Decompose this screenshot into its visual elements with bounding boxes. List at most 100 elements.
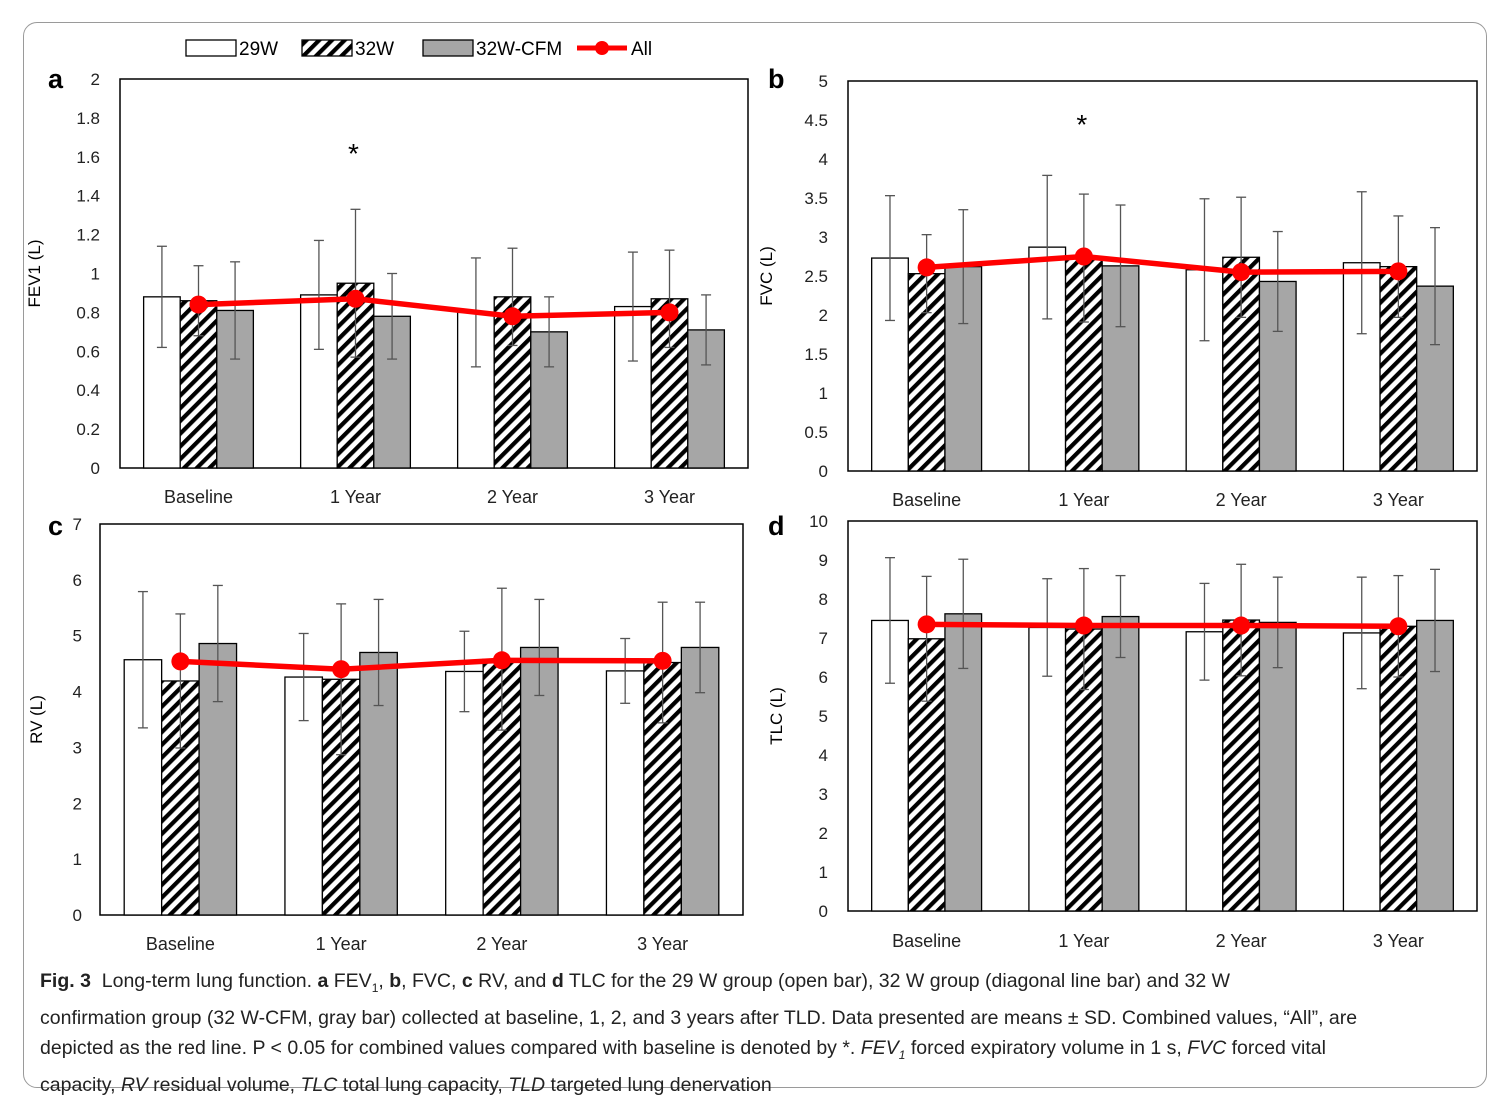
- legend: 29W 32W 32W-CFM All: [185, 39, 652, 60]
- x-tick-label: 3 Year: [1373, 931, 1424, 951]
- x-tick-label: 3 Year: [637, 934, 688, 954]
- legend-label: 29W: [239, 39, 278, 60]
- y-tick-label: 1: [819, 384, 828, 403]
- marker-all: [189, 295, 208, 314]
- legend-label: 32W: [355, 39, 394, 60]
- caption-capacity: capacity,: [40, 1073, 116, 1096]
- panel-label: b: [768, 64, 785, 94]
- y-tick-label: 3: [819, 785, 828, 804]
- y-tick-label: 6: [819, 668, 828, 687]
- legend-marker-all: [595, 41, 609, 55]
- marker-all: [917, 615, 936, 634]
- y-tick-label: 7: [73, 515, 82, 534]
- caption-line-2: confirmation group (32 W-CFM, gray bar) …: [40, 1006, 1358, 1029]
- legend-swatch-open: [185, 39, 237, 57]
- caption-line3-text: depicted as the red line. P < 0.05 for c…: [40, 1036, 856, 1059]
- marker-all: [1232, 263, 1251, 282]
- y-tick-label: 4.5: [804, 111, 828, 130]
- significance-marker: *: [348, 138, 359, 169]
- legend-label: 32W-CFM: [476, 39, 562, 60]
- y-tick-label: 1.2: [76, 226, 100, 245]
- y-tick-label: 1: [73, 850, 82, 869]
- legend-swatch-gray: [422, 39, 474, 57]
- x-tick-label: 3 Year: [644, 487, 695, 507]
- y-tick-label: 0: [91, 459, 100, 478]
- marker-all: [1232, 616, 1251, 635]
- y-tick-label: 0.5: [804, 423, 828, 442]
- error-bar: [884, 557, 895, 684]
- caption-line-4: capacity, RV residual volume, TLC total …: [40, 1073, 772, 1096]
- marker-all: [1389, 262, 1408, 281]
- y-tick-label: 2: [819, 824, 828, 843]
- y-tick-label: 6: [73, 571, 82, 590]
- x-tick-label: 2 Year: [1216, 931, 1267, 951]
- caption-line1-rest: for the 29 W group (open bar), 32 W grou…: [611, 970, 1231, 992]
- error-bar: [156, 245, 167, 349]
- panel-label: c: [48, 511, 63, 541]
- plot-area: [847, 80, 1478, 472]
- error-bar: [1199, 582, 1210, 681]
- figure-svg: 29W 32W 32W-CFM All a 0 0.2 0.4 0.6 0.8 1 1.2 1.4 1.…: [25, 39, 1478, 954]
- caption-fvc-def: forced vital: [1231, 1036, 1326, 1059]
- caption-title: Long-term lung function.: [101, 970, 313, 992]
- significance-marker: *: [1076, 109, 1087, 140]
- error-bar: [1042, 174, 1053, 320]
- error-bar: [313, 239, 324, 351]
- error-bar: [298, 632, 309, 722]
- error-bar: [627, 251, 638, 362]
- y-tick-label: 5: [819, 72, 828, 91]
- line-all: [180, 657, 663, 672]
- y-tick-label: 1: [819, 863, 828, 882]
- chart-panel-b: b 0 0.5 1 1.5 2 2.5 3 3.5 4 4.5 5 FVC (L) Baseline 1 Y…: [757, 64, 1478, 510]
- error-bar: [387, 272, 398, 360]
- caption-line-1: Fig. 3 Long-term lung function. a FEV1, …: [40, 970, 1231, 995]
- error-bar: [1272, 576, 1283, 669]
- error-bar: [1430, 226, 1441, 346]
- x-tick-label: Baseline: [892, 931, 961, 951]
- marker-all: [1074, 247, 1093, 266]
- error-bar: [459, 630, 470, 713]
- plot-area: [99, 523, 744, 916]
- bar-gray: [687, 329, 726, 469]
- legend-swatch-hatch: [301, 39, 353, 57]
- error-bar: [1430, 568, 1441, 673]
- marker-all: [1074, 616, 1093, 635]
- y-tick-label: 4: [819, 746, 828, 765]
- x-tick-label: 2 Year: [487, 487, 538, 507]
- bar-gray: [1101, 615, 1140, 912]
- figure-frame: [23, 22, 1487, 1088]
- y-tick-label: 4: [819, 150, 828, 169]
- y-axis-label: FVC (L): [757, 246, 776, 306]
- y-tick-label: 0: [73, 906, 82, 925]
- y-tick-label: 10: [809, 512, 828, 531]
- y-tick-label: 0: [819, 902, 828, 921]
- y-axis-label: RV (L): [27, 695, 46, 744]
- caption-tld-def: targeted lung denervation: [550, 1073, 772, 1096]
- y-tick-label: 2: [91, 70, 100, 89]
- caption-fev-def: forced expiratory volume in 1 s,: [910, 1036, 1182, 1059]
- y-tick-label: 0.4: [76, 381, 100, 400]
- marker-all: [346, 289, 365, 308]
- y-tick-label: 9: [819, 551, 828, 570]
- y-tick-label: 1.8: [76, 109, 100, 128]
- error-bar: [620, 637, 631, 704]
- error-bar: [1272, 230, 1283, 333]
- x-tick-label: 1 Year: [330, 487, 381, 507]
- error-bar: [507, 247, 518, 347]
- line-all: [926, 621, 1399, 630]
- bar-hatch: [336, 282, 375, 469]
- chart-panel-c: c 0 1 2 3 4 5 6 7 RV (L) Baseline 1 Year 2 Year 3 Yea…: [27, 511, 744, 954]
- y-tick-label: 2.5: [804, 267, 828, 286]
- y-tick-label: 0.8: [76, 303, 100, 322]
- error-bar: [695, 601, 706, 694]
- x-tick-label: Baseline: [164, 487, 233, 507]
- marker-all: [660, 303, 679, 322]
- plot-area: [847, 520, 1478, 912]
- x-tick-label: 1 Year: [1058, 490, 1109, 510]
- y-tick-label: 1.6: [76, 148, 100, 167]
- figure-caption: Fig. 3 Long-term lung function. a FEV1, …: [40, 966, 1480, 1100]
- y-tick-label: 4: [73, 683, 82, 702]
- bar-open: [605, 670, 645, 916]
- y-tick-label: 0.6: [76, 342, 100, 361]
- x-tick-label: 3 Year: [1373, 490, 1424, 510]
